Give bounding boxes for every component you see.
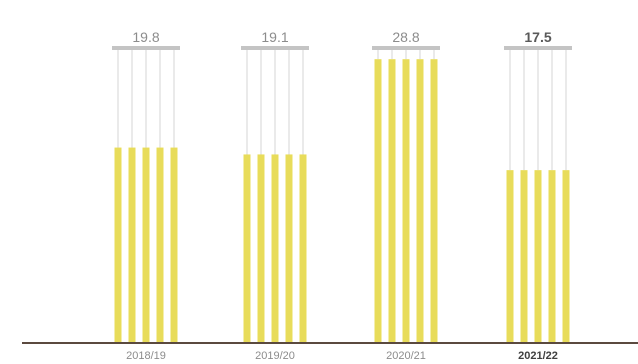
bar-stripe bbox=[285, 154, 293, 342]
bar-stripe bbox=[299, 154, 307, 342]
bar-group-0: 19.8 2018/19 bbox=[112, 29, 180, 362]
x-tick-label: 2018/19 bbox=[126, 350, 166, 362]
bar-cap bbox=[241, 46, 309, 50]
bar-stripe bbox=[170, 147, 178, 342]
bar-stripe bbox=[388, 59, 396, 343]
bar-group-2: 28.8 2020/21 bbox=[372, 29, 440, 362]
bar-cap bbox=[372, 46, 440, 50]
bar-stripe bbox=[562, 170, 570, 342]
bar-stripe bbox=[534, 170, 542, 342]
bar-stripe bbox=[114, 147, 122, 342]
bar-stripe bbox=[548, 170, 556, 342]
bar-stripe bbox=[374, 59, 382, 343]
x-axis-baseline bbox=[22, 342, 638, 344]
x-tick-label: 2019/20 bbox=[255, 350, 295, 362]
value-label: 28.8 bbox=[392, 29, 419, 45]
value-label: 17.5 bbox=[524, 29, 551, 45]
x-tick-label: 2020/21 bbox=[386, 350, 426, 362]
value-label: 19.1 bbox=[261, 29, 288, 45]
bar-cap bbox=[504, 46, 572, 50]
value-label: 19.8 bbox=[132, 29, 159, 45]
bar-cap bbox=[112, 46, 180, 50]
bar-group-3: 17.5 2021/22 bbox=[504, 29, 572, 362]
bar-stripe bbox=[402, 59, 410, 343]
bar-stripe bbox=[430, 59, 438, 343]
bar-stripe bbox=[142, 147, 150, 342]
bar-group-1: 19.1 2019/20 bbox=[241, 29, 309, 362]
x-tick-label: 2021/22 bbox=[518, 350, 558, 362]
bar-stripe bbox=[257, 154, 265, 342]
bar-stripe bbox=[506, 170, 514, 342]
bar-stripe bbox=[520, 170, 528, 342]
bar-stripe bbox=[156, 147, 164, 342]
bar-stripe bbox=[128, 147, 136, 342]
bar-stripe bbox=[271, 154, 279, 342]
bar-stripe bbox=[243, 154, 251, 342]
bar-stripe bbox=[416, 59, 424, 343]
